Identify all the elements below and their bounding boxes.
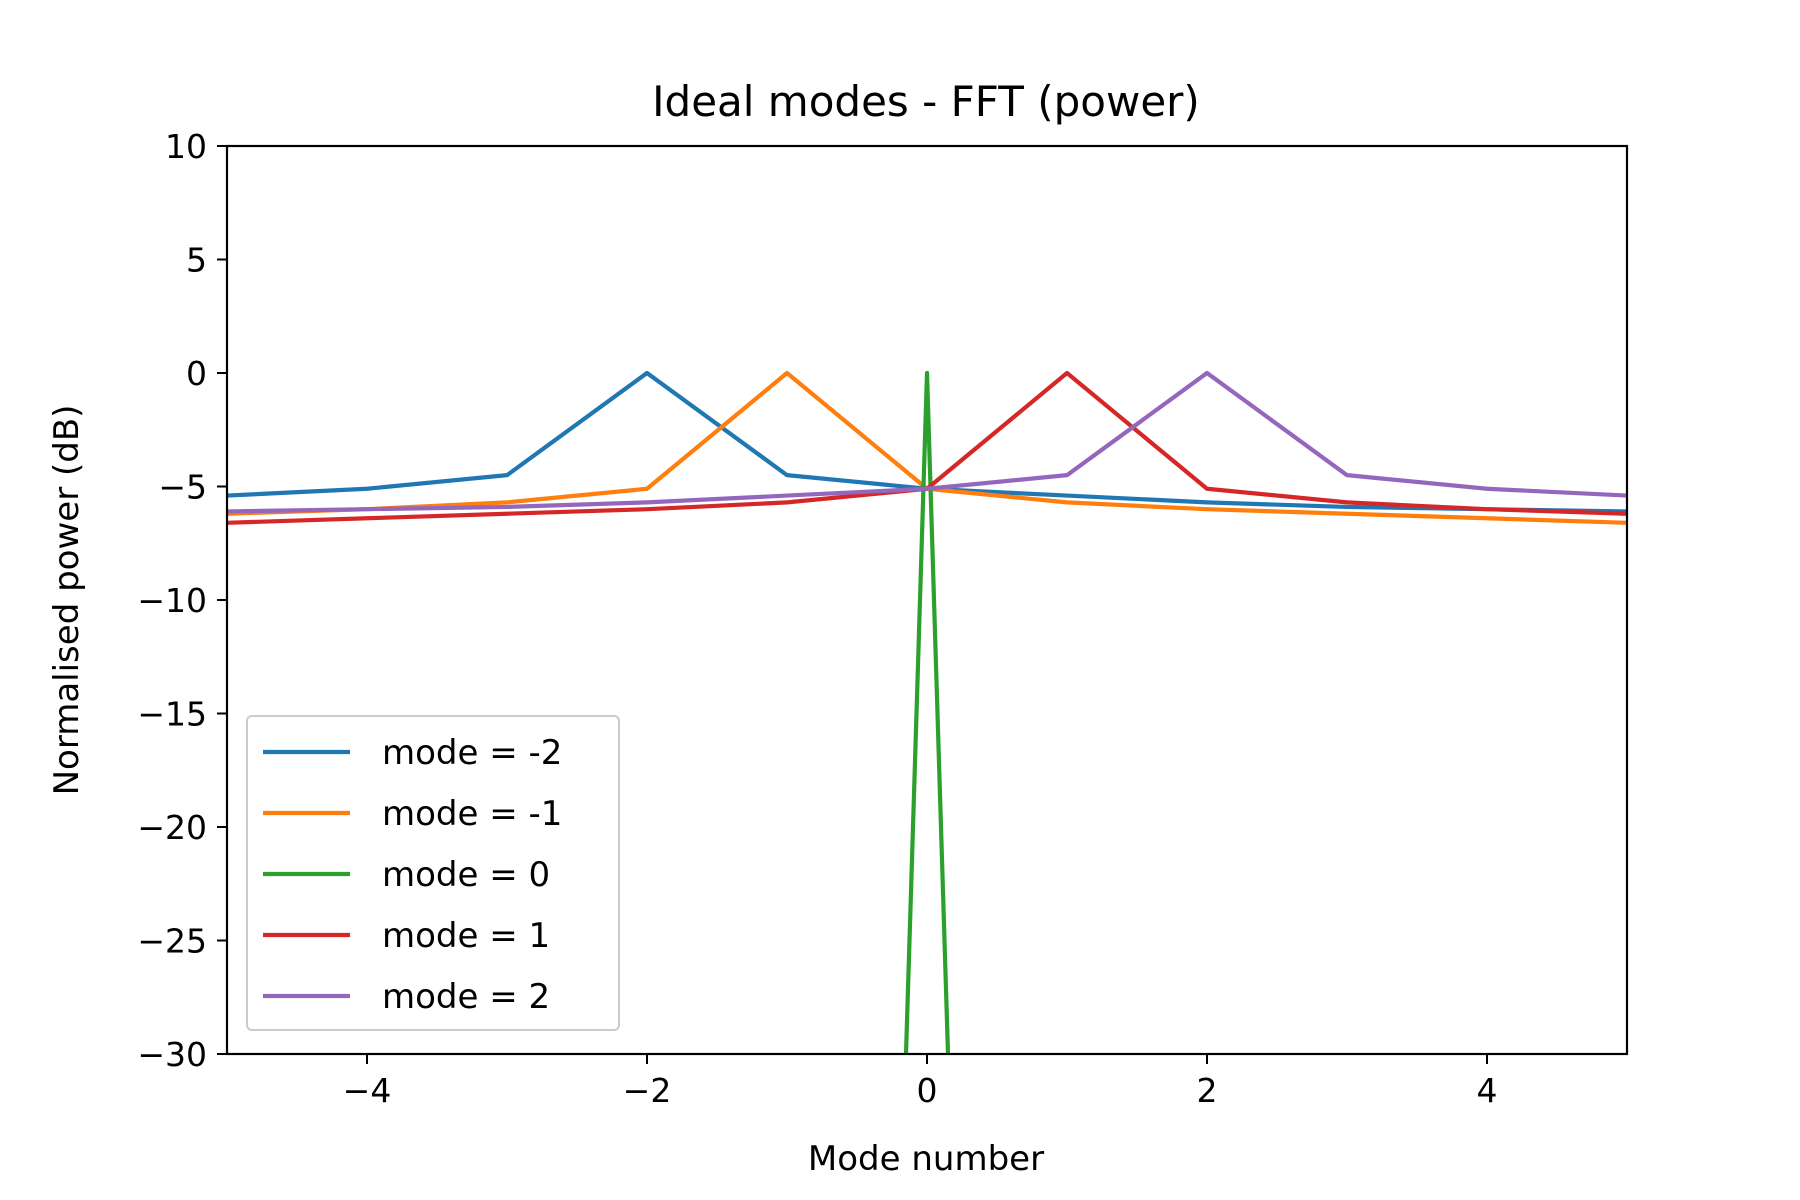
x-tick-label-3: 2 — [1197, 1071, 1218, 1110]
x-tick-label-1: −2 — [623, 1071, 672, 1110]
legend-box — [246, 715, 620, 1031]
y-tick-label-0: 10 — [165, 127, 207, 166]
y-tick-label-2: 0 — [186, 354, 207, 393]
y-tick-label-4: −10 — [137, 581, 207, 620]
y-tick-label-7: −25 — [137, 922, 207, 961]
chart-title: Ideal modes - FFT (power) — [652, 77, 1200, 126]
legend: mode = -2 mode = -1 mode = 0 mode = 1 mode =… — [246, 715, 620, 1031]
legend-label-3: mode = 1 — [382, 916, 550, 956]
x-tick-label-2: 0 — [917, 1071, 938, 1110]
x-axis-label: Mode number — [808, 1139, 1044, 1179]
y-axis-label: Normalised power (dB) — [47, 405, 87, 796]
series-line-2 — [903, 370, 951, 1054]
legend-label-0: mode = -2 — [382, 733, 562, 773]
x-tick-label-4: 4 — [1477, 1071, 1498, 1110]
legend-label-2: mode = 0 — [382, 855, 550, 895]
y-tick-label-8: −30 — [137, 1035, 207, 1074]
x-tick-label-0: −4 — [343, 1071, 392, 1110]
y-tick-label-5: −15 — [137, 695, 207, 734]
y-tick-label-6: −20 — [137, 808, 207, 847]
x-axis: −4 −2 0 2 4 — [343, 1054, 1498, 1110]
plot-area — [227, 370, 1627, 1054]
legend-label-1: mode = -1 — [382, 794, 562, 834]
legend-label-4: mode = 2 — [382, 977, 550, 1017]
y-tick-label-1: 5 — [186, 241, 207, 280]
y-tick-label-3: −5 — [158, 468, 207, 507]
y-axis: 10 5 0 −5 −10 −15 −20 −25 −30 — [137, 127, 227, 1074]
series-line-4 — [227, 370, 1627, 514]
